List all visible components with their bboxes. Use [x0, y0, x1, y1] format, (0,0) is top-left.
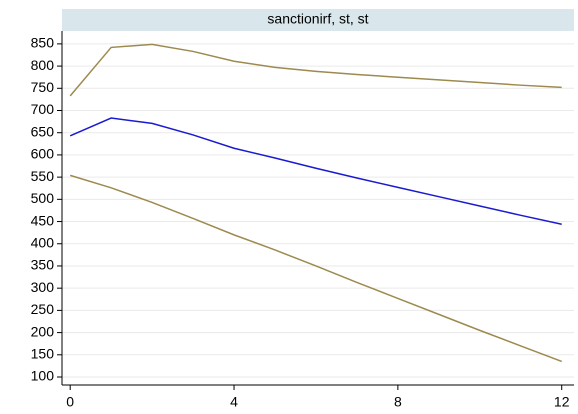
y-tick-label: 600 — [31, 146, 55, 162]
y-tick-label: 650 — [31, 123, 55, 139]
y-tick-label: 250 — [31, 301, 55, 317]
y-tick-label: 550 — [31, 168, 55, 184]
y-tick-label: 700 — [31, 101, 55, 117]
series-line — [69, 43, 562, 97]
y-tick-label: 100 — [31, 368, 55, 384]
x-tick-label: 0 — [66, 394, 74, 410]
x-tick-label: 4 — [230, 394, 238, 410]
y-tick-label: 850 — [31, 35, 55, 51]
title-strip — [62, 9, 574, 31]
y-tick-label: 350 — [31, 257, 55, 273]
series-line — [69, 117, 562, 225]
chart-title: sanctionirf, st, st — [267, 11, 368, 27]
series-line — [69, 174, 562, 363]
y-tick-label: 500 — [31, 190, 55, 206]
y-tick-label: 800 — [31, 57, 55, 73]
y-tick-label: 400 — [31, 234, 55, 250]
y-tick-label: 450 — [31, 212, 55, 228]
x-tick-label: 12 — [554, 394, 570, 410]
y-tick-label: 200 — [31, 323, 55, 339]
y-tick-label: 300 — [31, 279, 55, 295]
x-tick-label: 8 — [394, 394, 402, 410]
y-tick-label: 150 — [31, 345, 55, 361]
y-tick-label: 750 — [31, 79, 55, 95]
